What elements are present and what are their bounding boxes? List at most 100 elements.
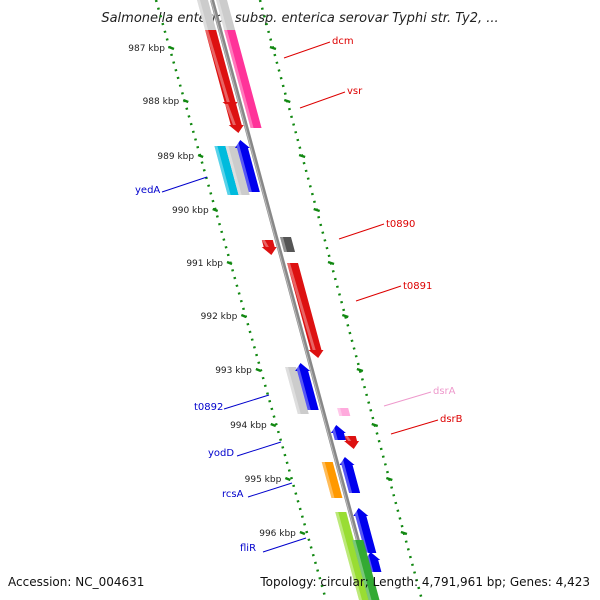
gene-t0890-red-body: [261, 240, 277, 255]
gene-t0890-gray-shade: [279, 237, 288, 252]
gene-fliR-green: [335, 512, 370, 600]
tick-mark-left-2: [197, 153, 204, 159]
gene-t0892-gray-body: [285, 367, 309, 414]
gene-vsr-shade: [224, 30, 254, 128]
tick-mark-left-5: [240, 313, 247, 319]
gene-yedA: [234, 140, 260, 192]
gene-rcsA-shade: [339, 457, 353, 493]
gene-dsrB-shade: [344, 436, 352, 441]
gene-t0890-gray-body: [279, 237, 296, 252]
tick-mark-right-3: [313, 207, 321, 213]
kbp-ticks: 987 kbp 988 kbp 989 kbp 990 kbp 991 kbp 992 k…: [128, 44, 408, 539]
gene-label-yodD: yodD: [208, 448, 234, 459]
gene-leader-t0892: [223, 394, 270, 410]
gene-yedA-cyan-shade: [214, 146, 231, 195]
genome-title: Salmonella enterica subsp. enterica sero…: [101, 11, 498, 26]
gene-yedA-gray-shade: [225, 146, 242, 195]
genome-backbone: [210, 0, 376, 600]
tick-label-9: 996 kbp: [259, 529, 296, 539]
right-guide-line: [258, 0, 424, 600]
gene-t0890-red: [261, 240, 277, 255]
gene-label-dcm: dcm: [332, 36, 354, 47]
gene-rcsA-body: [339, 457, 361, 493]
gene-yedA-cyan: [214, 146, 239, 195]
gene-label-rcsA: rcsA: [222, 489, 244, 500]
gene-small-red-1-shade: [225, 104, 236, 125]
tick-mark-left-3: [212, 207, 219, 213]
gene-rcsA-orange-body: [321, 462, 343, 498]
gene-rcsA-orange-shade: [321, 462, 335, 498]
tick-label-7: 994 kbp: [230, 421, 267, 431]
gene-label-vsr: vsr: [347, 86, 363, 97]
tick-mark-left-7: [270, 422, 277, 428]
gene-leader-t0891: [355, 285, 402, 302]
gene-dsrB-body: [344, 436, 360, 449]
gene-green-2-body: [352, 540, 380, 600]
gene-yedA-shade: [234, 140, 252, 192]
gene-small-red-1-body: [225, 104, 244, 133]
gene-fliR-green-body: [335, 512, 370, 600]
gene-fliR: [353, 508, 377, 553]
gene-t0892-gray: [285, 367, 309, 414]
gene-label-dsrA: dsrA: [433, 386, 456, 397]
tick-mark-left-8: [284, 476, 291, 482]
gene-t0892: [295, 363, 319, 410]
gene-yedA-gray: [225, 146, 250, 195]
gene-small-red-1: [225, 104, 244, 133]
gene-vsr-top: [216, 0, 236, 30]
gene-dcm-top: [197, 0, 217, 30]
gene-leader-t0890: [338, 223, 385, 240]
gene-label-fliR: fliR: [240, 543, 256, 554]
gene-yodD: [330, 425, 346, 440]
gene-t0890-gray: [279, 237, 296, 252]
gene-t0890-red-shade: [261, 240, 269, 247]
gene-t0891-shade: [287, 263, 316, 350]
tick-mark-left-1: [182, 98, 189, 104]
tick-mark-right-0: [269, 45, 277, 51]
gene-yodD-body: [330, 425, 346, 440]
backbone-highlight: [210, 0, 374, 600]
gene-t0891: [287, 263, 324, 358]
gene-fliR-body: [353, 508, 377, 553]
gene-t0892-shade: [295, 363, 311, 410]
gene-leader-dsrB: [390, 419, 439, 435]
genome-summary-text: Topology: circular; Length: 4,791,961 bp…: [259, 575, 590, 589]
dotted-guides: [154, 0, 424, 600]
tick-label-2: 989 kbp: [157, 152, 194, 162]
gene-dcm-top-body: [197, 0, 217, 30]
gene-leader-yodD: [236, 441, 282, 457]
gene-labels: dcm vsr yedA t0890 t0891 t0892 dsrA dsrB yodD rcs…: [135, 36, 463, 554]
gene-dcm-top-shade: [197, 0, 209, 30]
tick-mark-right-2: [298, 153, 306, 159]
gene-label-t0890: t0890: [386, 219, 415, 230]
gene-leader-dcm: [283, 41, 331, 59]
gene-t0891-body: [287, 263, 324, 358]
tick-mark-left-9: [299, 530, 306, 536]
tick-mark-right-6: [356, 367, 364, 373]
tick-mark-right-9: [400, 530, 408, 536]
tick-label-8: 995 kbp: [245, 475, 282, 485]
gene-dsrA-shade: [337, 408, 343, 416]
gene-vsr-top-body: [216, 0, 236, 30]
tick-mark-left-0: [168, 45, 175, 51]
gene-label-t0892: t0892: [194, 402, 223, 413]
gene-t0892-gray-shade: [285, 367, 301, 414]
tick-label-4: 991 kbp: [186, 259, 223, 269]
gene-dcm: [205, 30, 238, 110]
gene-vsr-body: [224, 30, 262, 128]
gene-dsrA: [337, 408, 351, 416]
gene-rcsA-orange: [321, 462, 343, 498]
gene-dcm-shade: [205, 30, 230, 102]
gene-leader-rcsA: [247, 482, 293, 498]
gene-features: [197, 0, 382, 600]
tick-mark-left-4: [226, 260, 233, 266]
gene-label-t0891: t0891: [403, 281, 432, 292]
gene-dcm-body: [205, 30, 238, 110]
gene-t0892-body: [295, 363, 319, 410]
gene-yedA-cyan-body: [214, 146, 239, 195]
accession-text: Accession: NC_004631: [8, 575, 144, 589]
gene-dsrB: [344, 436, 360, 449]
gene-fliR-shade: [353, 508, 369, 553]
gene-label-dsrB: dsrB: [440, 414, 463, 425]
